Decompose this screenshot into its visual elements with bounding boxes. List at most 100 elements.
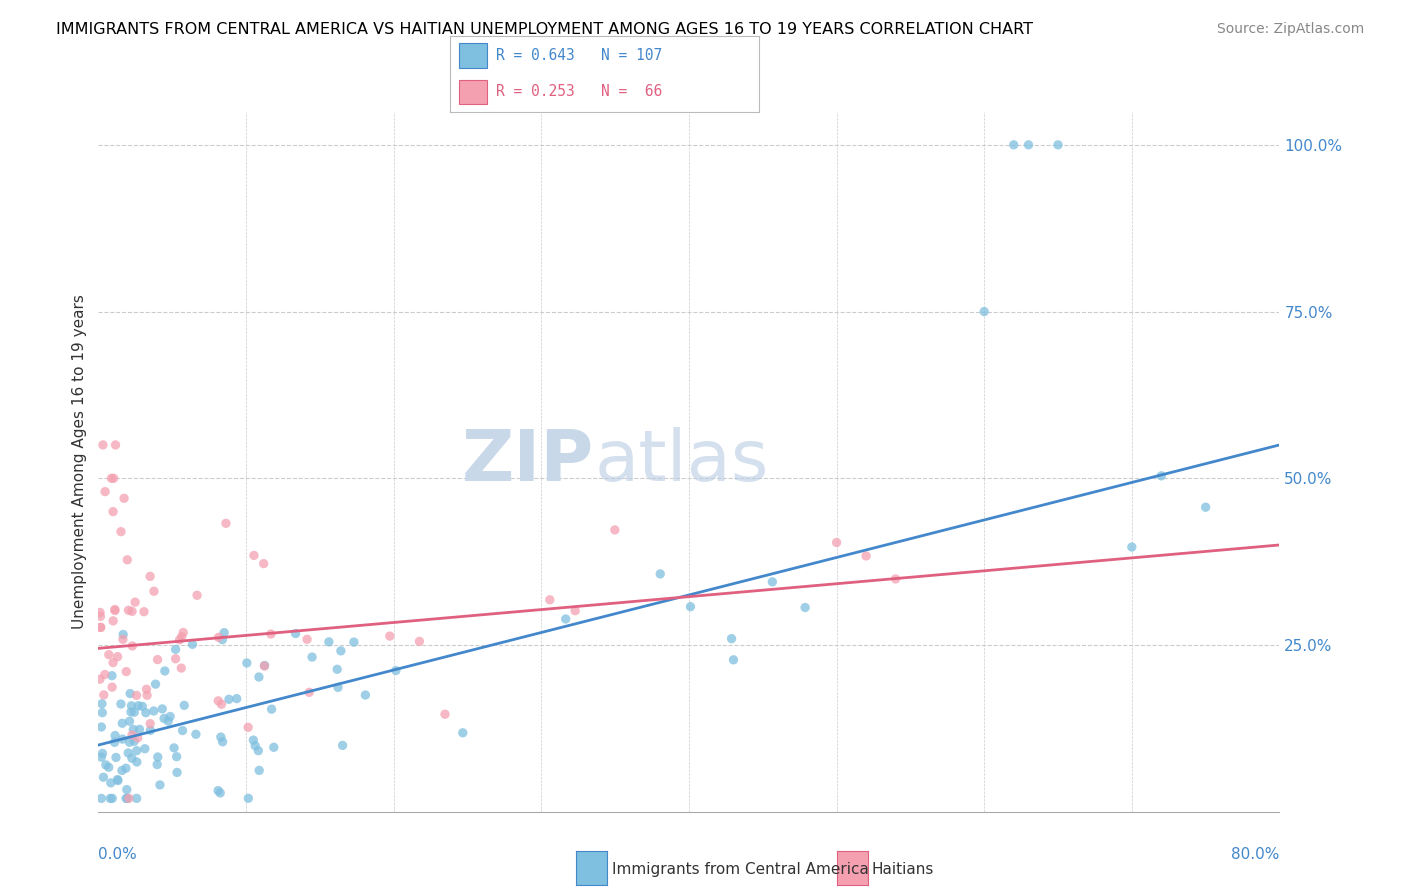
Point: [97, 760, 120, 774]
Point: [329, 644, 352, 658]
Point: [93, 688, 115, 702]
Point: [101, 656, 124, 670]
Text: ZIP: ZIP: [463, 427, 595, 496]
Point: [118, 791, 141, 805]
Point: [181, 637, 204, 651]
Point: [135, 706, 157, 720]
Point: [153, 711, 176, 725]
Point: [170, 630, 193, 644]
Point: [385, 664, 408, 678]
Point: [91, 438, 114, 452]
Point: [98, 791, 121, 805]
Point: [243, 739, 266, 753]
Point: [242, 733, 264, 747]
Point: [103, 735, 125, 749]
Point: [124, 705, 146, 719]
Point: [209, 730, 232, 744]
Point: [110, 524, 132, 539]
Point: [720, 632, 742, 646]
Point: [1018, 137, 1040, 152]
Point: [90, 620, 112, 634]
Point: [1046, 137, 1070, 152]
Point: [650, 566, 672, 581]
Point: [94, 758, 117, 772]
Point: [89, 606, 111, 620]
Point: [115, 665, 138, 679]
Point: [104, 603, 127, 617]
Point: [318, 635, 340, 649]
Point: [301, 650, 323, 665]
Point: [284, 626, 307, 640]
Point: [120, 705, 142, 719]
Point: [89, 672, 111, 686]
Point: [101, 668, 124, 682]
Point: [145, 677, 167, 691]
Point: [146, 757, 169, 772]
Point: [100, 776, 122, 790]
Text: 80.0%: 80.0%: [1232, 847, 1279, 862]
Point: [125, 791, 148, 805]
Point: [343, 635, 366, 649]
Point: [104, 438, 127, 452]
Point: [139, 569, 162, 583]
Point: [115, 782, 138, 797]
Point: [253, 659, 276, 673]
Text: R = 0.253   N =  66: R = 0.253 N = 66: [496, 84, 662, 99]
Point: [91, 706, 114, 720]
Point: [170, 661, 193, 675]
Text: Haitians: Haitians: [872, 863, 934, 877]
Bar: [460, 79, 486, 104]
Point: [142, 584, 165, 599]
Point: [884, 572, 907, 586]
Point: [91, 697, 114, 711]
Point: [90, 620, 112, 634]
Point: [295, 632, 318, 647]
Point: [260, 702, 283, 716]
Point: [172, 625, 194, 640]
Point: [207, 631, 229, 645]
Point: [564, 604, 586, 618]
Point: [165, 652, 187, 666]
Point: [260, 627, 283, 641]
Point: [263, 740, 285, 755]
Point: [603, 523, 626, 537]
Point: [101, 791, 124, 805]
Point: [118, 714, 141, 729]
Point: [146, 750, 169, 764]
Point: [127, 698, 149, 713]
Point: [825, 535, 848, 549]
Point: [136, 688, 159, 702]
Point: [298, 685, 321, 699]
Point: [207, 694, 229, 708]
Point: [1150, 468, 1173, 483]
Point: [121, 639, 143, 653]
Point: [855, 549, 877, 563]
Point: [94, 667, 117, 681]
Point: [101, 505, 124, 519]
Point: [326, 681, 349, 695]
Point: [146, 652, 169, 666]
Y-axis label: Unemployment Among Ages 16 to 19 years: Unemployment Among Ages 16 to 19 years: [72, 294, 87, 629]
Point: [100, 471, 122, 485]
Point: [247, 764, 270, 778]
Point: [112, 491, 135, 506]
Point: [101, 614, 124, 628]
Point: [378, 629, 401, 643]
Point: [101, 680, 124, 694]
Point: [761, 574, 783, 589]
Point: [243, 549, 266, 563]
Point: [118, 735, 141, 749]
Point: [326, 662, 349, 676]
Point: [125, 689, 148, 703]
Point: [115, 791, 138, 805]
Point: [236, 720, 259, 734]
Point: [207, 783, 229, 797]
Point: [150, 702, 173, 716]
Point: [117, 603, 139, 617]
Point: [408, 634, 430, 648]
Point: [973, 304, 995, 318]
Point: [1195, 500, 1218, 515]
Point: [107, 649, 129, 664]
Point: [131, 699, 153, 714]
Text: Source: ZipAtlas.com: Source: ZipAtlas.com: [1216, 22, 1364, 37]
